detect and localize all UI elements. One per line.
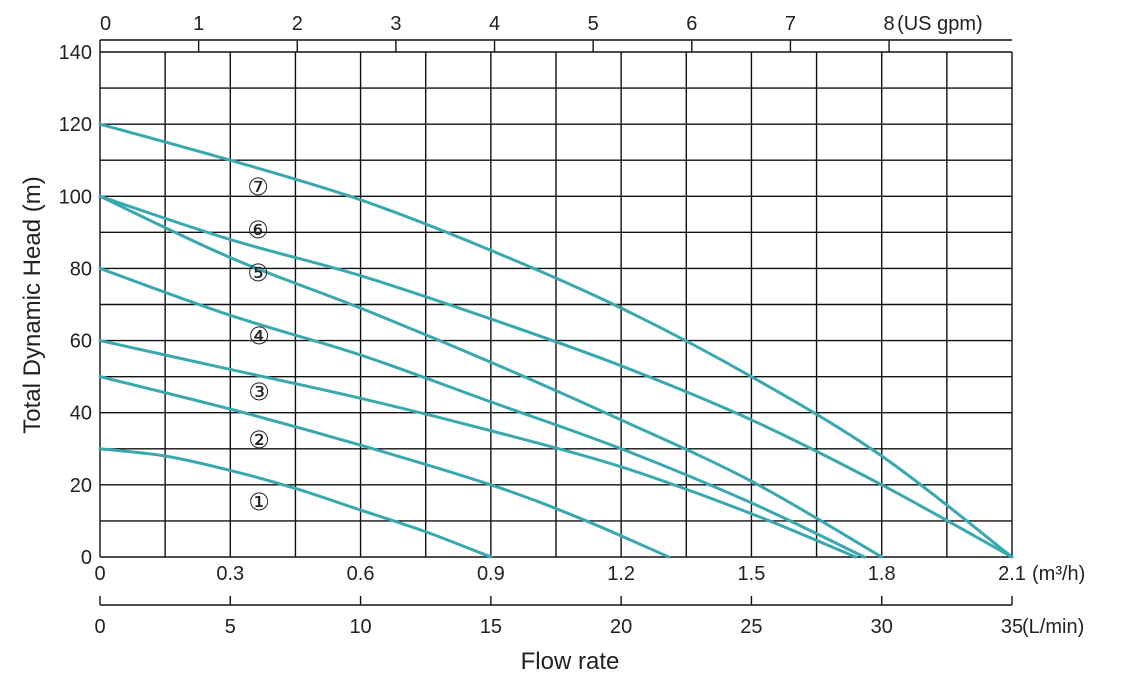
curve-label-6: ⑥ xyxy=(247,216,269,244)
x-axis-lmin-ticks: 0 5 10 15 20 25 30 35(L/min) xyxy=(94,596,1084,638)
curve-label-2: ② xyxy=(248,426,270,454)
curve-label-1: ① xyxy=(248,488,270,516)
x-tick-label-gpm: 2 xyxy=(292,13,303,35)
x-tick-label-gpm: 6 xyxy=(686,13,697,35)
x-tick-label-m3h: 1.2 xyxy=(607,563,635,585)
x-tick-label-m3h: 0.6 xyxy=(347,563,375,585)
x-tick-label-gpm: 8 xyxy=(884,13,895,35)
x-axis-m3h-ticks: 0 0.3 0.6 0.9 1.2 1.5 1.8 2.1 (m³/h) xyxy=(94,563,1085,585)
y-tick-label: 20 xyxy=(70,475,92,497)
x-tick-label-gpm: 3 xyxy=(390,13,401,35)
curve-1 xyxy=(98,447,493,559)
curve-label-4: ④ xyxy=(248,322,270,350)
x-tick-label-lmin: 0 xyxy=(94,616,105,638)
x-tick-label-gpm: 5 xyxy=(588,13,599,35)
x-tick-label-gpm: 0 xyxy=(100,13,111,35)
y-axis-ticks: 0 20 40 60 80 100 120 140 xyxy=(59,42,92,569)
x-tick-label-lmin: 35 xyxy=(1001,616,1023,638)
curve-2 xyxy=(98,375,671,559)
y-axis-title: Total Dynamic Head (m) xyxy=(19,176,46,433)
curve-markers: ① ② ③ ④ ⑤ ⑥ ⑦ xyxy=(247,173,270,516)
curve-label-3: ③ xyxy=(248,378,270,406)
x-unit-lmin: (L/min) xyxy=(1022,616,1084,638)
x-unit-m3h: (m³/h) xyxy=(1032,563,1085,585)
x-axis-title: Flow rate xyxy=(521,648,620,675)
curve-3 xyxy=(98,339,858,559)
x-tick-label-gpm: 7 xyxy=(785,13,796,35)
x-tick-label-m3h: 1.8 xyxy=(868,563,896,585)
y-tick-label: 60 xyxy=(70,331,92,353)
x-tick-label-m3h: 1.5 xyxy=(738,563,766,585)
y-tick-label: 120 xyxy=(59,114,92,136)
curve-label-7: ⑦ xyxy=(247,173,269,201)
curve-7 xyxy=(98,122,1014,559)
grid xyxy=(99,51,1013,558)
x-tick-label-lmin: 20 xyxy=(610,616,632,638)
x-tick-label-lmin: 30 xyxy=(871,616,893,638)
y-tick-label: 0 xyxy=(81,547,92,569)
y-tick-label: 100 xyxy=(59,186,92,208)
x-tick-label-m3h: 2.1 xyxy=(998,563,1026,585)
x-tick-label-m3h: 0.9 xyxy=(477,563,505,585)
y-tick-label: 40 xyxy=(70,403,92,425)
x-unit-gpm: (US gpm) xyxy=(897,13,983,35)
x-tick-label-lmin: 15 xyxy=(480,616,502,638)
curve-4 xyxy=(98,266,866,559)
x-tick-label-gpm: 4 xyxy=(489,13,500,35)
x-tick-label-lmin: 25 xyxy=(740,616,762,638)
curve-label-5: ⑤ xyxy=(247,259,269,287)
curve-6 xyxy=(98,194,1014,559)
x-tick-label-m3h: 0 xyxy=(94,563,105,585)
x-tick-label-m3h: 0.3 xyxy=(216,563,244,585)
y-tick-label: 140 xyxy=(59,42,92,64)
x-tick-label-lmin: 5 xyxy=(225,616,236,638)
y-tick-label: 80 xyxy=(70,258,92,280)
x-axis-gpm-ticks: 0 1 2 3 4 5 6 7 8 (US gpm) xyxy=(99,13,1012,52)
x-tick-label-gpm: 1 xyxy=(193,13,204,35)
x-tick-label-lmin: 10 xyxy=(349,616,371,638)
curve-5 xyxy=(98,194,884,559)
curves xyxy=(98,122,1014,559)
